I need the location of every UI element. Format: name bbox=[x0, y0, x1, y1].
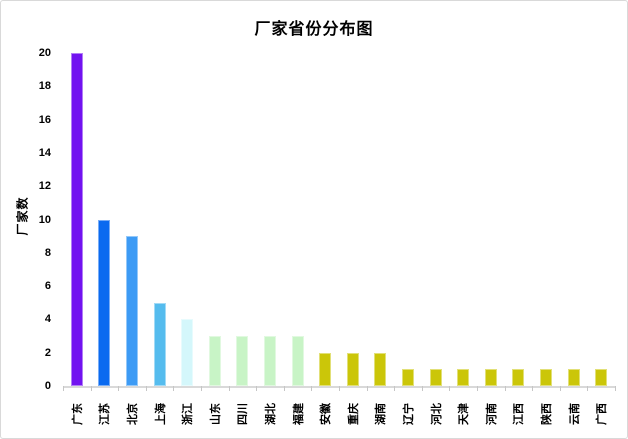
bar-湖北 bbox=[264, 336, 276, 386]
bar-河北 bbox=[429, 369, 442, 386]
bar-江西 bbox=[512, 369, 525, 386]
x-category-label-四川: 四川 bbox=[237, 403, 250, 425]
x-category-label-广东: 广东 bbox=[71, 403, 84, 425]
bar-天津 bbox=[457, 369, 470, 386]
bar-四川 bbox=[236, 336, 249, 386]
y-tick-label-16: 16 bbox=[38, 113, 51, 126]
x-axis-tick-mark bbox=[477, 386, 478, 391]
x-axis-tick-mark bbox=[283, 386, 285, 391]
x-category-label-浙江: 浙江 bbox=[182, 403, 195, 425]
x-category-label-湖南: 湖南 bbox=[375, 403, 388, 425]
x-axis-tick-mark bbox=[449, 386, 451, 391]
x-axis-tick-mark bbox=[421, 386, 423, 391]
x-axis-tick-mark bbox=[145, 386, 147, 391]
bar-云南 bbox=[567, 369, 580, 386]
x-axis-tick-mark bbox=[504, 386, 506, 391]
bar-广西 bbox=[595, 369, 608, 386]
x-category-label-安徽: 安徽 bbox=[320, 403, 333, 425]
x-category-label-江苏: 江苏 bbox=[99, 403, 112, 425]
x-axis-tick-mark bbox=[366, 386, 368, 391]
y-tick-label-0: 0 bbox=[44, 380, 51, 392]
x-axis-tick-mark bbox=[394, 386, 396, 391]
bar-江苏 bbox=[98, 219, 111, 386]
y-tick-label-4: 4 bbox=[44, 313, 51, 326]
x-category-label-河北: 河北 bbox=[430, 403, 443, 425]
bar-河南 bbox=[484, 369, 497, 386]
bar-安徽 bbox=[319, 352, 332, 386]
y-tick-label-20: 20 bbox=[38, 47, 51, 59]
x-axis-tick-mark bbox=[63, 386, 64, 391]
bar-北京 bbox=[126, 236, 138, 386]
y-tick-label-2: 2 bbox=[44, 346, 51, 359]
x-axis-tick-mark bbox=[118, 386, 120, 391]
x-axis-tick-mark bbox=[587, 386, 589, 391]
x-axis-tick-mark bbox=[90, 386, 92, 391]
x-category-label-北京: 北京 bbox=[127, 403, 139, 425]
chart-title: 厂家省份分布图 bbox=[254, 21, 374, 38]
x-category-label-福建: 福建 bbox=[292, 403, 305, 425]
y-tick-label-14: 14 bbox=[38, 146, 51, 159]
x-axis-tick-mark bbox=[173, 386, 175, 391]
bar-福建 bbox=[291, 336, 304, 386]
y-tick-label-18: 18 bbox=[38, 80, 51, 93]
x-axis-tick-mark bbox=[201, 386, 202, 391]
y-tick-label-12: 12 bbox=[38, 180, 51, 193]
x-axis-tick-mark bbox=[311, 386, 313, 391]
bar-浙江 bbox=[181, 319, 194, 386]
x-category-label-江西: 江西 bbox=[513, 403, 526, 425]
x-axis-tick-mark bbox=[615, 386, 616, 391]
x-category-label-陕西: 陕西 bbox=[541, 403, 553, 425]
bar-山东 bbox=[208, 336, 221, 386]
x-axis-tick-mark bbox=[256, 386, 258, 391]
bar-湖南 bbox=[374, 352, 387, 386]
x-category-label-河南: 河南 bbox=[485, 403, 498, 425]
y-tick-label-10: 10 bbox=[38, 213, 51, 226]
x-category-label-辽宁: 辽宁 bbox=[403, 403, 415, 425]
x-category-label-上海: 上海 bbox=[154, 403, 167, 425]
bar-陕西 bbox=[540, 369, 552, 386]
x-axis-tick-mark bbox=[228, 386, 230, 391]
x-category-label-重庆: 重庆 bbox=[347, 403, 360, 425]
x-axis-tick-mark bbox=[559, 386, 561, 391]
bar-重庆 bbox=[346, 352, 359, 386]
x-category-label-广西: 广西 bbox=[596, 403, 609, 425]
bar-辽宁 bbox=[402, 369, 414, 386]
y-tick-label-8: 8 bbox=[44, 246, 51, 259]
x-category-label-山东: 山东 bbox=[209, 403, 222, 425]
x-category-label-湖北: 湖北 bbox=[265, 403, 277, 425]
x-category-label-云南: 云南 bbox=[568, 403, 581, 425]
x-category-label-天津: 天津 bbox=[458, 403, 471, 425]
y-tick-label-6: 6 bbox=[44, 280, 51, 293]
x-axis-tick-mark bbox=[532, 386, 534, 391]
x-axis-tick-mark bbox=[339, 386, 340, 391]
bar-广东 bbox=[70, 53, 83, 386]
bar-上海 bbox=[153, 302, 166, 386]
